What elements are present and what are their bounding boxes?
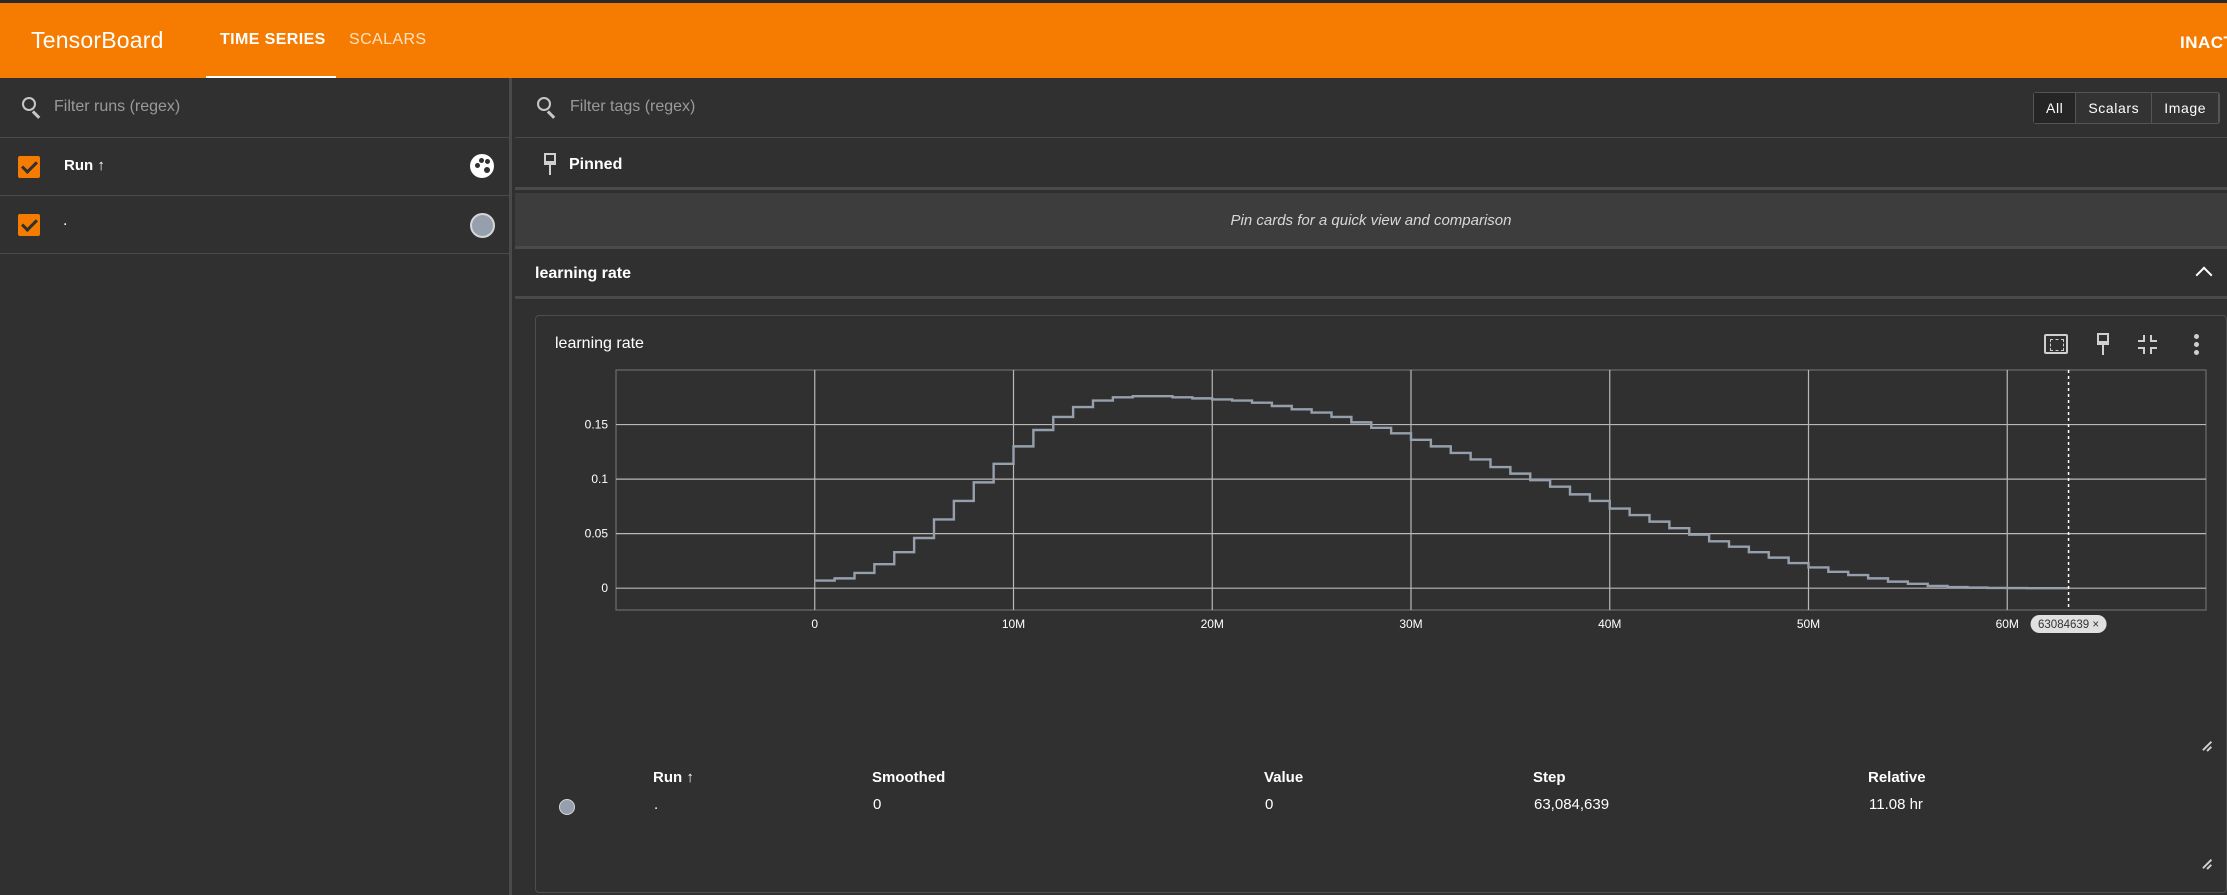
scalar-card: learning rate 0 10M 20M 30M 40M 50M 60M 0 0.05 0.… [535,315,2227,893]
fullscreen-exit-icon[interactable] [2138,335,2158,355]
y-tick-label: 0.05 [585,527,609,541]
active-tab-indicator [206,76,336,78]
tab-scalars[interactable]: SCALARS [349,31,427,48]
runs-sidebar: Filter runs (regex) Run ↑ . [0,78,512,895]
legend-header-smoothed: Smoothed [872,769,946,786]
search-icon [22,97,41,119]
fit-domain-icon[interactable] [2044,334,2068,354]
more-vert-icon[interactable] [2193,334,2199,356]
pin-card-icon[interactable] [2094,333,2112,355]
legend-value: 0 [1265,796,1274,813]
legend-header-relative: Relative [1868,769,1926,786]
chart-legend-table: Run ↑ Smoothed Value Step Relative . 0 0… [536,756,2226,876]
tags-filter-input[interactable]: Filter tags (regex) [570,98,696,115]
x-tick-label: 30M [1399,617,1422,631]
runs-filter-input[interactable]: Filter runs (regex) [54,98,181,115]
run-checkbox[interactable] [18,214,40,236]
x-tick-label: 20M [1201,617,1224,631]
x-tick-label: 10M [1002,617,1025,631]
legend-step: 63,084,639 [1534,796,1610,813]
card-title: learning rate [555,335,644,352]
learning-rate-chart[interactable]: 0 10M 20M 30M 40M 50M 60M 0 0.05 0.1 0.15 63084639 … [536,356,2226,756]
legend-run-color [559,799,575,815]
legend-run-name: . [654,796,659,813]
app-brand[interactable]: TensorBoard [31,27,164,53]
run-row[interactable]: . [0,196,512,254]
palette-icon[interactable] [470,154,494,178]
resize-handle-icon[interactable] [2200,740,2212,752]
main-panel: Filter tags (regex) All Scalars Image Pi… [515,78,2227,895]
step-badge [2030,615,2107,633]
runs-filter[interactable]: Filter runs (regex) [0,78,512,138]
x-tick-label: 50M [1797,617,1820,631]
x-tick-label: 0 [811,617,818,631]
tab-time-series[interactable]: TIME SERIES [220,31,326,48]
card-toolbar [2034,332,2214,358]
legend-header-value: Value [1264,769,1304,786]
run-name: . [63,212,68,229]
legend-header-run[interactable]: Run ↑ [653,769,694,786]
search-icon [537,97,556,119]
pinned-title: Pinned [569,156,623,173]
run-column-sort[interactable]: Run ↑ [64,157,105,174]
pinned-section-header: Pinned [515,138,2227,190]
type-filter-image[interactable]: Image [2152,93,2220,123]
plugin-type-toggle: All Scalars Image [2033,92,2221,124]
y-tick-label: 0.15 [585,418,609,432]
type-filter-all[interactable]: All [2034,93,2077,123]
tags-filter[interactable]: Filter tags (regex) All Scalars Image [515,78,2227,138]
legend-smoothed-value: 0 [873,796,882,813]
series-line [814,394,2069,590]
card-group-header[interactable]: learning rate [515,249,2227,299]
chevron-up-icon[interactable] [2195,266,2213,284]
plugin-status-dropdown[interactable]: INACT [2180,33,2227,52]
step-badge-label: 63084639 × [2038,619,2099,631]
top-app-bar: TensorBoard TIME SERIES SCALARS INACT [0,0,2227,78]
x-tick-label: 60M [1996,617,2019,631]
type-filter-scalars[interactable]: Scalars [2076,93,2153,123]
select-all-runs-checkbox[interactable] [18,156,40,178]
run-color-swatch[interactable] [470,213,495,238]
legend-header-step: Step [1533,769,1566,786]
resize-handle-icon[interactable] [2200,858,2212,870]
pinned-empty-hint: Pin cards for a quick view and compariso… [515,193,2227,249]
y-tick-label: 0 [601,581,608,595]
pin-icon [541,153,559,175]
y-tick-label: 0.1 [591,472,608,486]
legend-relative: 11.08 hr [1869,796,1923,813]
x-tick-label: 40M [1598,617,1621,631]
group-title: learning rate [535,265,632,282]
runs-table-header: Run ↑ [0,138,512,196]
